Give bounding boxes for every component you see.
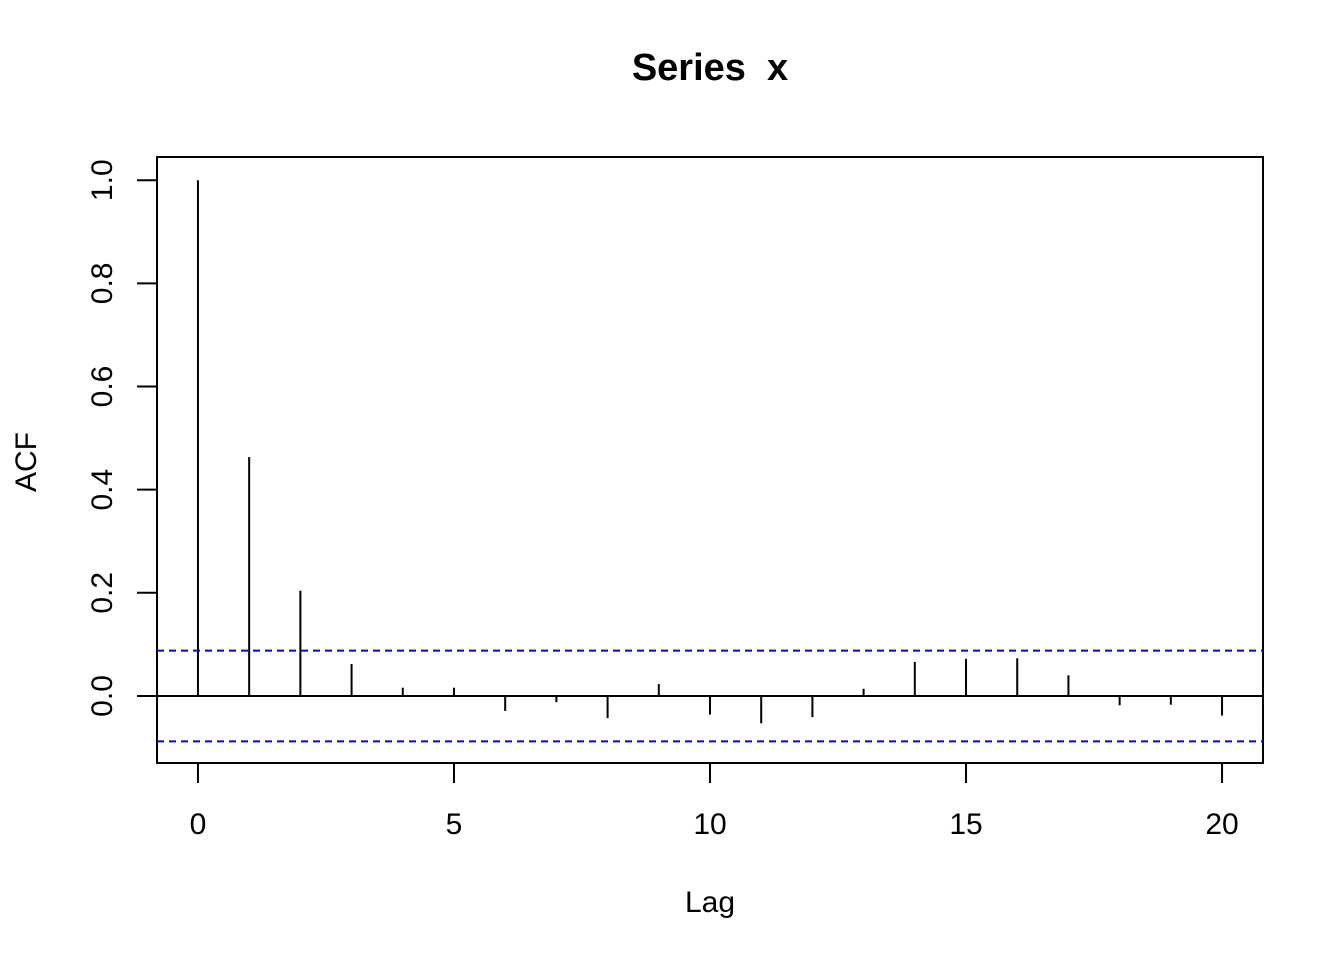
plot-frame: [156, 156, 1264, 764]
x-axis-label: Lag: [685, 886, 735, 919]
x-tick-label: 20: [1205, 808, 1238, 841]
x-tick-label: 10: [693, 808, 726, 841]
chart-title: Series x: [632, 47, 788, 89]
y-tick-label: 0.6: [86, 366, 119, 408]
y-tick-label: 0.8: [86, 262, 119, 304]
y-tick-label: 0.2: [86, 572, 119, 614]
y-tick-label: 0.0: [86, 675, 119, 717]
y-axis-label: ACF: [10, 432, 43, 492]
x-tick-label: 5: [446, 808, 463, 841]
y-tick-label: 1.0: [86, 159, 119, 201]
y-tick-label: 0.4: [86, 469, 119, 511]
x-tick-label: 0: [190, 808, 207, 841]
chart-marks: 0 5 10 15 20 0.0 0.2 0.4 0.6 0.8 1.0: [86, 159, 1263, 841]
x-tick-label: 15: [949, 808, 982, 841]
